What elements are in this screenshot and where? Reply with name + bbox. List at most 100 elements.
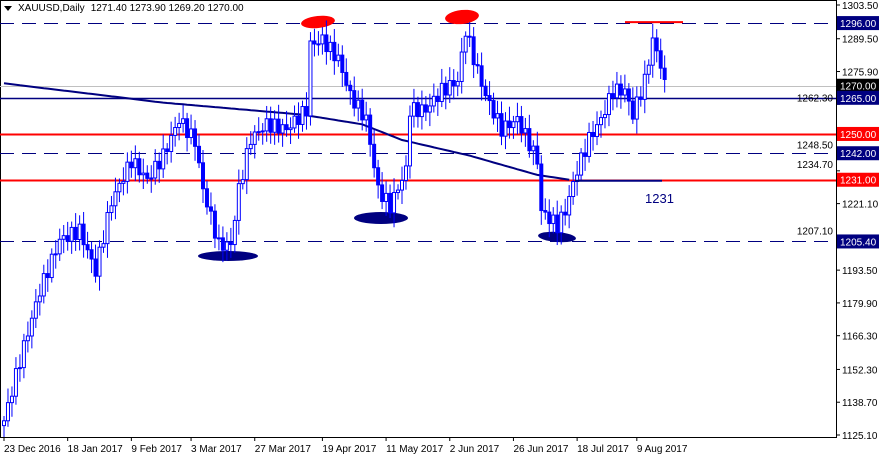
y-tick-label: 1179.90: [842, 299, 878, 310]
candle: [141, 172, 146, 176]
candle: [380, 184, 385, 202]
candle: [252, 131, 257, 145]
candle: [360, 99, 365, 121]
plot-frame: [0, 0, 837, 438]
candle: [376, 167, 381, 186]
candle: [264, 118, 269, 132]
candle: [260, 130, 265, 133]
candle: [2, 420, 6, 427]
candle: [121, 180, 126, 184]
level-label-bg: [837, 90, 879, 105]
x-tick-label: 19 Apr 2017: [322, 444, 376, 455]
candle: [193, 128, 198, 147]
candle: [224, 241, 229, 251]
candle: [93, 258, 98, 277]
candle: [356, 99, 361, 109]
y-tick-label: 1138.70: [842, 398, 878, 409]
candle: [208, 206, 213, 212]
candle: [280, 124, 285, 134]
candle: [320, 34, 325, 45]
candle: [614, 83, 619, 99]
candle: [396, 189, 401, 194]
candle: [157, 160, 162, 170]
candle: [101, 243, 106, 248]
candle: [527, 128, 532, 152]
candle: [634, 96, 639, 120]
candle: [579, 152, 584, 176]
y-tick-label: 1125.10: [842, 431, 878, 442]
candle: [276, 118, 281, 134]
candle: [467, 35, 472, 38]
candle: [479, 65, 484, 87]
candle: [29, 317, 34, 337]
candle: [204, 188, 209, 208]
candle: [117, 182, 122, 193]
candle: [622, 88, 627, 96]
candle: [630, 100, 635, 120]
x-tick-label: 27 Mar 2017: [255, 444, 312, 455]
candle: [69, 226, 74, 242]
candle: [348, 84, 353, 92]
candle: [487, 95, 492, 102]
candle: [455, 80, 460, 87]
candle: [244, 148, 249, 181]
candle: [197, 145, 202, 164]
candle: [495, 113, 500, 119]
candle: [507, 120, 512, 129]
candle: [212, 210, 217, 239]
candle: [483, 85, 488, 97]
candle: [169, 134, 174, 153]
candle: [638, 96, 643, 100]
candle: [400, 179, 404, 191]
level-label-bg: [837, 146, 879, 161]
candle: [105, 212, 110, 245]
candle: [515, 116, 520, 123]
x-tick-label: 3 Mar 2017: [191, 444, 242, 455]
x-tick-label: 9 Aug 2017: [637, 444, 688, 455]
level-label-bg: [837, 16, 879, 31]
candle: [626, 88, 631, 102]
candle: [228, 241, 233, 246]
x-tick-label: 18 Jul 2017: [577, 444, 629, 455]
candle: [133, 158, 138, 169]
candle: [523, 128, 528, 134]
candle: [403, 165, 408, 181]
y-tick-label: 1207.10: [797, 226, 834, 237]
dropdown-triangle-icon[interactable]: [4, 6, 12, 11]
candle: [149, 177, 154, 180]
highlight-ellipse: [354, 212, 408, 224]
candle: [471, 36, 476, 66]
x-tick-label: 18 Jan 2017: [68, 444, 123, 455]
candle: [392, 192, 397, 214]
candle: [272, 118, 277, 133]
candle: [336, 54, 341, 62]
candle: [161, 148, 166, 170]
candle: [189, 128, 194, 139]
candle: [328, 41, 333, 53]
candle: [17, 367, 22, 370]
candle: [431, 95, 436, 107]
candle: [642, 73, 647, 100]
x-tick-label: 2 Jun 2017: [450, 444, 500, 455]
candle: [41, 273, 46, 297]
candle: [304, 106, 309, 117]
x-tick-label: 11 May 2017: [386, 444, 444, 455]
candle: [610, 93, 615, 99]
candle: [411, 102, 416, 117]
candle: [332, 41, 337, 62]
candle: [384, 192, 389, 202]
candle: [324, 34, 329, 53]
level-label-bg: [837, 172, 879, 187]
y-tick-label: 1289.50: [842, 35, 879, 46]
level-label: 1270.00: [840, 82, 877, 93]
candle: [344, 71, 349, 86]
candle: [89, 249, 94, 260]
candle: [503, 120, 508, 137]
candle: [491, 100, 496, 119]
annotation-1231: 1231: [645, 191, 674, 206]
candle: [427, 105, 432, 113]
candle: [439, 82, 444, 103]
candle: [5, 402, 10, 422]
candle: [559, 211, 564, 234]
